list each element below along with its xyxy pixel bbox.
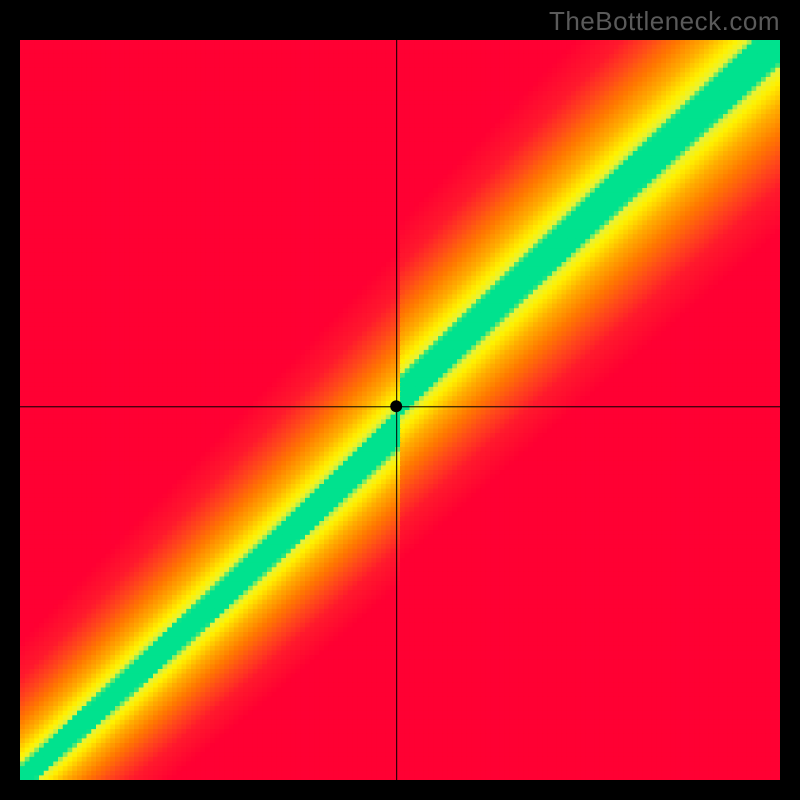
watermark-text: TheBottleneck.com xyxy=(549,6,780,37)
plot-area xyxy=(20,40,780,780)
chart-container: TheBottleneck.com xyxy=(0,0,800,800)
heatmap-canvas xyxy=(20,40,780,780)
